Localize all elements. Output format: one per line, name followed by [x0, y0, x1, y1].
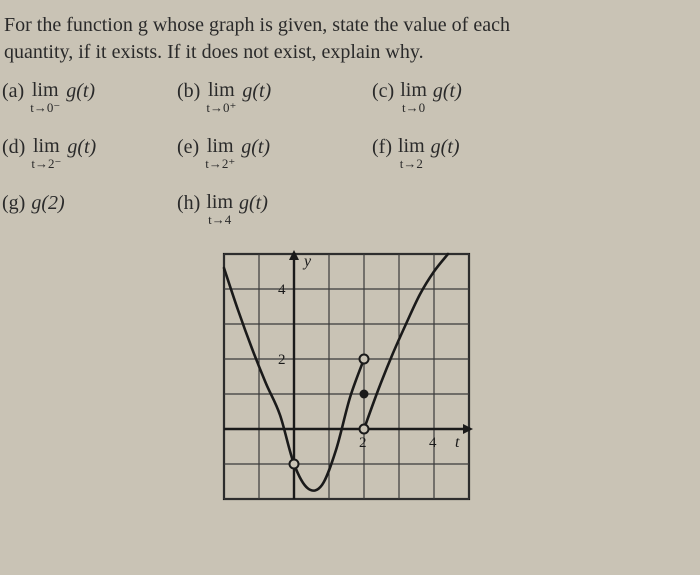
- lim-fn: g(t): [239, 192, 268, 215]
- part-label: (h): [177, 192, 200, 215]
- lim-word: lim: [33, 136, 60, 156]
- lim-fn: g(t): [66, 80, 95, 103]
- lim-sub: t→0: [402, 101, 425, 114]
- lim-sub: t→0⁺: [206, 101, 236, 114]
- limit-expr: lim t→2⁻: [31, 136, 61, 170]
- lim-fn: g(t): [431, 136, 460, 159]
- svg-text:t: t: [455, 434, 460, 451]
- lim-sub: t→2⁺: [205, 157, 235, 170]
- plain-fn: g(2): [31, 192, 64, 215]
- lim-word: lim: [400, 80, 427, 100]
- intro-line-1: For the function g whose graph is given,…: [4, 12, 692, 39]
- part-a: (a) lim t→0⁻ g(t): [2, 80, 177, 114]
- part-label: (f): [372, 136, 392, 159]
- part-label: (a): [2, 80, 24, 103]
- lim-fn: g(t): [433, 80, 462, 103]
- lim-sub: t→4: [208, 213, 231, 226]
- part-g: (g) g(2): [2, 192, 177, 226]
- svg-text:2: 2: [278, 352, 286, 368]
- lim-word: lim: [208, 80, 235, 100]
- part-label: (g): [2, 192, 25, 215]
- lim-fn: g(t): [241, 136, 270, 159]
- lim-sub: t→0⁻: [30, 101, 60, 114]
- limit-expr: lim t→0: [400, 80, 427, 114]
- part-label: (b): [177, 80, 200, 103]
- part-label: (c): [372, 80, 394, 103]
- question-intro: For the function g whose graph is given,…: [0, 12, 692, 66]
- limit-expr: lim t→2⁺: [205, 136, 235, 170]
- part-e: (e) lim t→2⁺ g(t): [177, 136, 372, 170]
- limit-expr: lim t→2: [398, 136, 425, 170]
- lim-sub: t→2⁻: [31, 157, 61, 170]
- lim-word: lim: [207, 136, 234, 156]
- limit-expr: lim t→0⁻: [30, 80, 60, 114]
- svg-text:2: 2: [359, 435, 367, 451]
- lim-word: lim: [398, 136, 425, 156]
- svg-text:y: y: [302, 253, 312, 270]
- lim-sub: t→2: [400, 157, 423, 170]
- svg-text:4: 4: [278, 282, 286, 298]
- parts-grid: (a) lim t→0⁻ g(t) (b) lim t→0⁺ g(t) (c) …: [0, 80, 692, 226]
- function-graph: y t 2 4 2 4: [214, 244, 479, 509]
- lim-word: lim: [206, 192, 233, 212]
- lim-fn: g(t): [242, 80, 271, 103]
- part-c: (c) lim t→0 g(t): [372, 80, 567, 114]
- part-label: (e): [177, 136, 199, 159]
- part-f: (f) lim t→2 g(t): [372, 136, 567, 170]
- part-label: (d): [2, 136, 25, 159]
- limit-expr: lim t→0⁺: [206, 80, 236, 114]
- graph-container: y t 2 4 2 4: [0, 244, 692, 509]
- intro-line-2: quantity, if it exists. If it does not e…: [4, 39, 692, 66]
- limit-expr: lim t→4: [206, 192, 233, 226]
- lim-word: lim: [32, 80, 59, 100]
- part-d: (d) lim t→2⁻ g(t): [2, 136, 177, 170]
- part-h: (h) lim t→4 g(t): [177, 192, 372, 226]
- lim-fn: g(t): [67, 136, 96, 159]
- svg-text:4: 4: [429, 435, 437, 451]
- part-b: (b) lim t→0⁺ g(t): [177, 80, 372, 114]
